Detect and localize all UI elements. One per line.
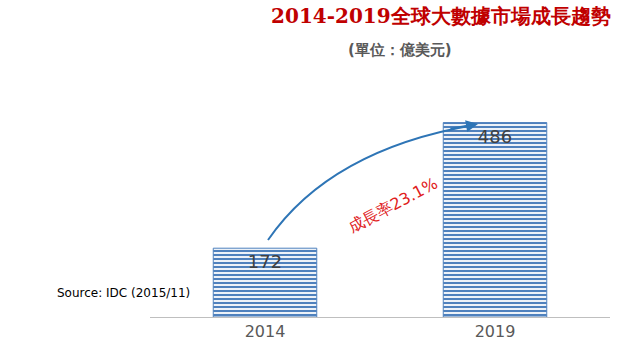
svg-text:172: 172 — [248, 251, 282, 272]
svg-text:2014-2019全球大數據市場成長趨勢: 2014-2019全球大數據市場成長趨勢 — [271, 4, 611, 28]
svg-text:486: 486 — [478, 126, 512, 147]
svg-text:(單位：億美元): (單位：億美元) — [348, 41, 452, 59]
svg-text:Source: IDC (2015/11): Source: IDC (2015/11) — [57, 286, 190, 300]
svg-text:2014: 2014 — [245, 322, 286, 341]
svg-text:成長率23.1%: 成長率23.1% — [345, 174, 441, 237]
svg-text:2019: 2019 — [475, 322, 516, 341]
